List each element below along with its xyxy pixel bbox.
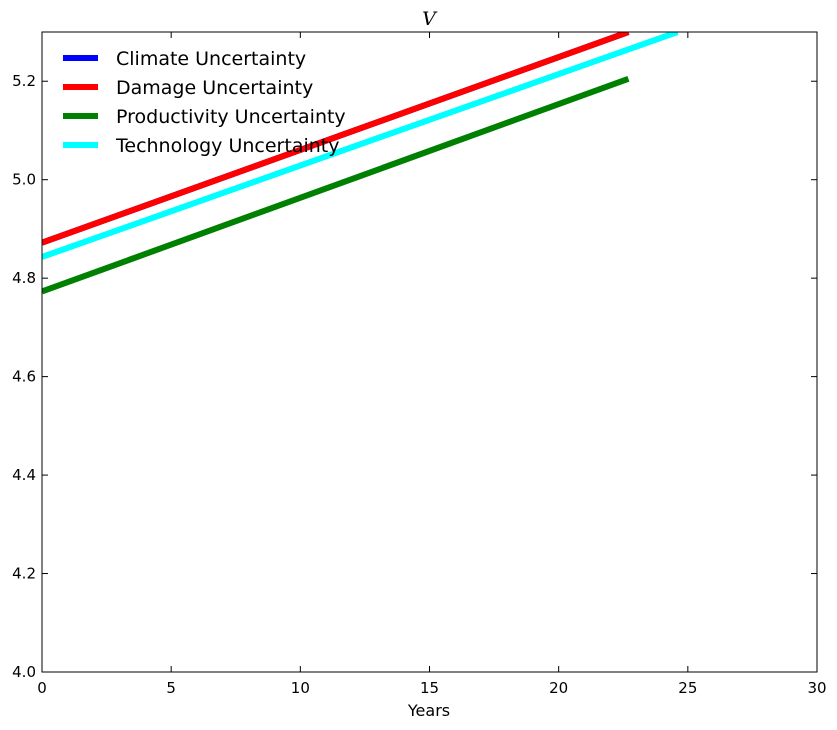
y-tick-label-1: 4.2: [12, 565, 36, 583]
series-line-1: [42, 32, 630, 246]
plot-frame: [41, 31, 818, 673]
legend-label-3: Technology Uncertainty: [115, 135, 339, 157]
y-tick-label-5: 5.0: [12, 171, 36, 189]
x-tick-label-5: 25: [678, 679, 697, 697]
legend-label-2: Productivity Uncertainty: [116, 106, 346, 128]
series-layer: [42, 32, 679, 295]
y-tick-label-4: 4.8: [12, 269, 36, 287]
legend: Climate Uncertainty Damage Uncertainty Pro…: [63, 48, 346, 157]
series-line-3: [42, 32, 679, 260]
ticks-layer: 0 5 10 15 20 25 30 4.0 4.2 4.4 4.6 4.8 5.0 5.2: [12, 32, 827, 697]
x-tick-label-6: 30: [807, 679, 826, 697]
y-tick-label-0: 4.0: [12, 663, 36, 681]
legend-label-0: Climate Uncertainty: [116, 48, 306, 70]
x-tick-label-3: 15: [420, 679, 439, 697]
x-tick-label-1: 5: [166, 679, 176, 697]
series-line-2: [42, 75, 630, 295]
x-axis-label: Years: [407, 701, 450, 720]
y-tick-label-2: 4.4: [12, 466, 36, 484]
y-tick-label-3: 4.6: [12, 368, 36, 386]
x-tick-label-2: 10: [291, 679, 310, 697]
chart-title: V: [422, 8, 438, 30]
x-tick-label-0: 0: [37, 679, 47, 697]
y-tick-label-6: 5.2: [12, 72, 36, 90]
legend-label-1: Damage Uncertainty: [116, 77, 313, 99]
x-tick-label-4: 20: [549, 679, 568, 697]
